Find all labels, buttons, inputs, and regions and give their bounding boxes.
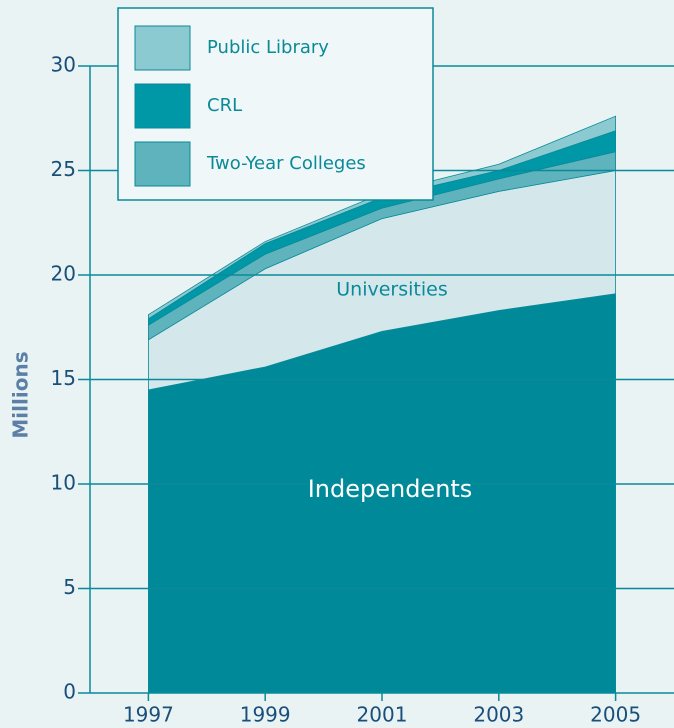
area-label: Independents (308, 475, 473, 503)
y-tick-label: 0 (63, 680, 76, 704)
y-axis-label: Millions (9, 351, 33, 438)
x-tick-label: 2005 (590, 703, 641, 727)
x-tick-label: 2003 (473, 703, 524, 727)
area (148, 115, 616, 320)
legend-swatch (134, 25, 191, 71)
y-tick-label: 30 (51, 53, 76, 77)
x-tick-label: 1999 (240, 703, 291, 727)
y-tick-label: 5 (63, 575, 76, 599)
legend-swatch (134, 141, 191, 187)
y-tick-label: 10 (51, 471, 76, 495)
y-tick-label: 25 (51, 157, 76, 181)
x-tick-label: 1997 (123, 703, 174, 727)
area-label: Universities (336, 279, 447, 301)
legend-swatch (134, 83, 191, 129)
legend-label: Two-Year Colleges (206, 153, 366, 174)
y-tick-label: 20 (51, 262, 76, 286)
x-tick-label: 2001 (357, 703, 408, 727)
legend-label: CRL (207, 95, 242, 116)
y-tick-label: 15 (51, 366, 76, 390)
legend-label: Public Library (207, 37, 329, 58)
